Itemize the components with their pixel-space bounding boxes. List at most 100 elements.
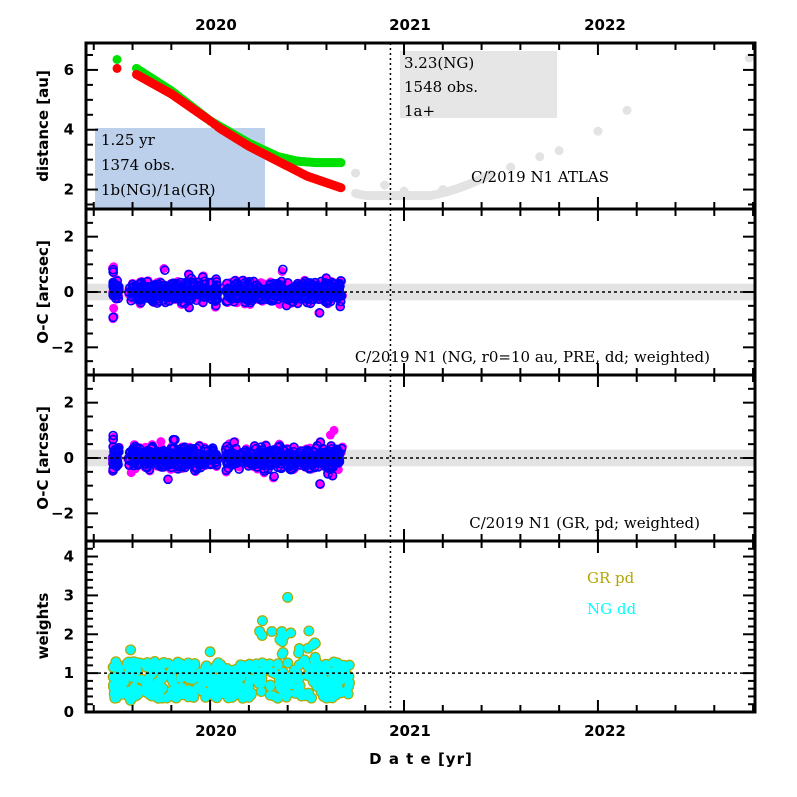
weight-point [134,689,143,699]
residual-point-blue [250,289,260,300]
weight-point [265,659,274,669]
distance-point-grey [477,174,487,184]
residual-point-blue [183,282,193,293]
residual-point-blue [185,294,196,305]
distance-point-red [336,183,346,193]
weight-point [292,667,302,677]
distance-point-grey [506,162,516,172]
weight-point [311,656,321,665]
residual-point-blue [257,459,267,469]
weight-point [147,691,157,701]
weight-point [152,684,161,694]
weight-point [338,669,348,678]
residual-point-blue [108,455,118,466]
residual-point-blue [108,267,118,277]
legend-gr-pd: GR pd [587,569,635,587]
weight-point [294,660,304,670]
weight-point [143,658,152,667]
residual-point-blue [210,454,220,465]
residual-point-blue [236,285,246,296]
residual-point-blue [108,312,118,323]
y-tick-label: 2 [64,625,74,643]
y-axis-title-weights: weights [34,593,52,660]
weight-point [205,686,215,695]
weight-point [234,675,243,684]
residual-point-blue [292,298,303,309]
bottom-tick-label: 2020 [195,722,237,740]
weight-point [277,649,287,659]
residual-point-blue [148,296,159,306]
weight-point [271,692,281,702]
distance-point-green [336,158,346,168]
residual-point-blue [211,300,221,311]
residual-point-blue [259,457,270,468]
residual-point-blue [108,430,118,441]
residual-point-blue [234,280,245,291]
weight-point [255,627,264,636]
residual-point-blue [127,445,138,455]
weight-point [274,679,284,688]
weight-point [278,667,288,677]
panel-weights: 0 1 2 3 4 [64,539,757,721]
weight-point [258,616,267,625]
distance-point-grey [593,126,603,136]
top-tick-label: 2022 [584,16,626,34]
weight-point [307,693,316,703]
y-axis-title-oc-gr: O-C [arcsec] [34,406,52,510]
distance-point-grey [380,180,390,190]
weight-point [109,689,119,699]
weight-point [323,666,332,676]
weight-point [328,685,338,695]
weight-point [213,664,222,673]
weight-point [267,627,277,636]
residual-point-blue [108,434,118,445]
x-axis-title: D a t e [yr] [369,750,473,768]
oc-ng-label: C/2019 N1 (NG, r0=10 au, PRE, dd; weight… [355,348,710,366]
weight-point [108,672,118,682]
y-tick-label: 2 [64,181,74,199]
residual-point-blue [331,456,342,467]
y-axis-title-distance: distance [au] [34,70,52,182]
weight-point [157,693,167,703]
weight-point [282,692,291,702]
residual-point-blue [242,293,253,304]
weight-point [110,681,120,690]
weight-point [183,658,193,668]
weight-point [220,671,230,680]
residual-point-blue [276,459,286,469]
residual-point-blue [163,292,174,302]
residual-point-blue [308,288,319,298]
residual-point-blue [168,278,179,289]
weight-point [231,686,240,696]
residual-point-blue [290,285,301,296]
residual-point-blue [230,291,241,302]
weight-point [269,667,278,677]
panel-oc-gr: −2 0 2 [51,373,757,543]
y-tick-label: −2 [51,504,74,522]
weight-point [126,696,135,705]
residual-point-blue [210,296,220,306]
residual-point-blue [184,269,194,280]
residual-point-blue [206,444,217,455]
residual-point-blue [147,441,158,452]
panel-oc-ng: −2 0 2 [51,207,757,377]
residual-point-blue [268,445,279,455]
top-tick-label: 2020 [195,16,237,34]
residual-point-blue [108,452,118,462]
weight-point [184,692,193,702]
marks [107,425,348,490]
weight-point [141,679,151,689]
weight-point [196,674,206,684]
distance-point-grey [622,105,632,115]
residual-point-blue [316,450,326,461]
residual-point-blue [281,300,292,311]
y-tick-label: 0 [64,283,74,301]
y-tick-label: 1 [64,664,74,682]
residual-point-magenta [109,303,119,313]
weight-point [126,645,135,655]
weight-point [324,692,334,701]
weight-point [244,682,254,692]
residual-point-blue [270,281,281,291]
distance-point-grey [438,185,448,195]
